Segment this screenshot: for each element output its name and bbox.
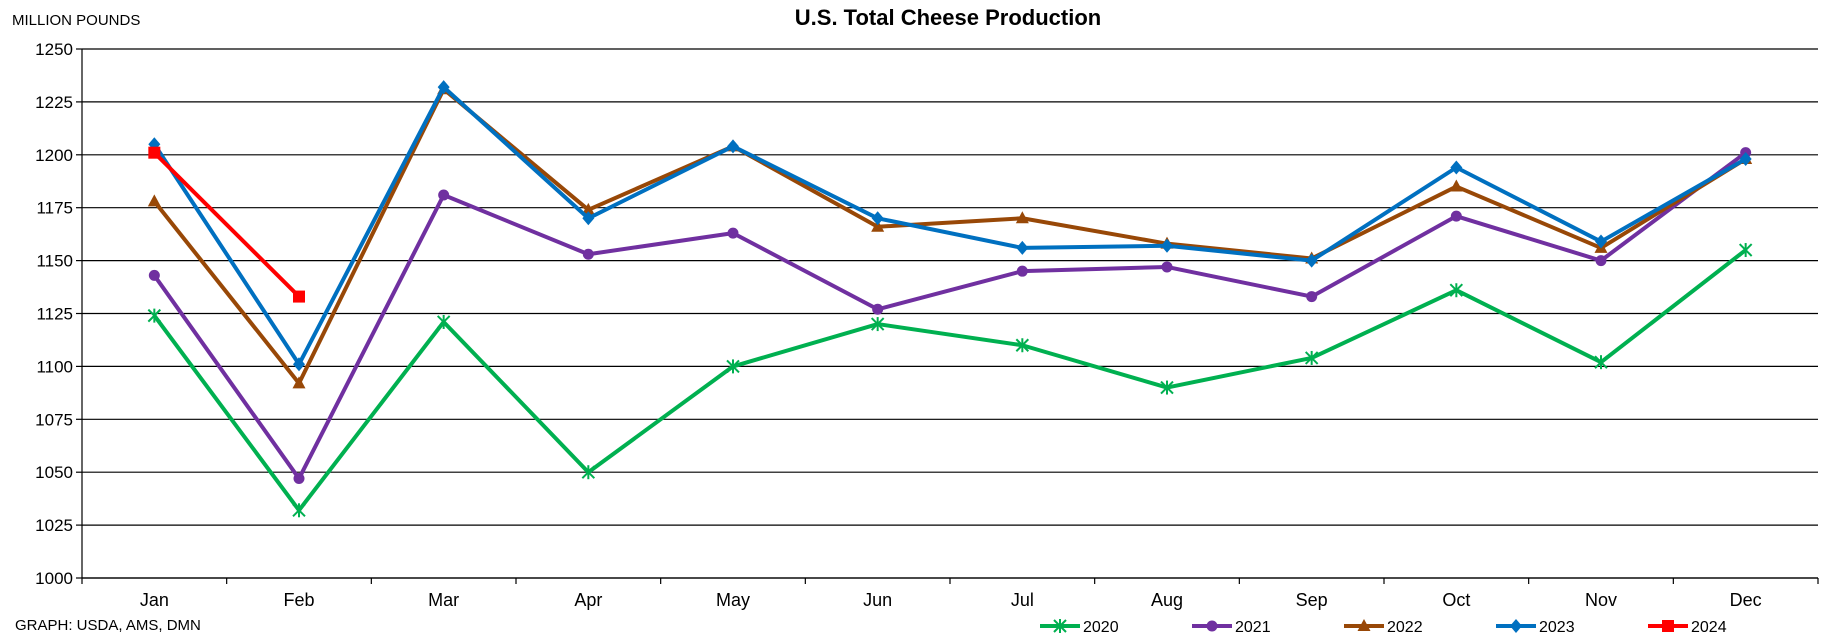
data-point-2023-feb [293, 357, 305, 372]
data-point-2024-feb [293, 290, 305, 303]
data-point-2021-jun [872, 303, 884, 315]
x-tick-label-jul: Jul [1011, 590, 1034, 610]
y-tick-label: 1000 [35, 569, 73, 588]
x-tick-label-mar: Mar [428, 590, 459, 610]
data-point-2023-nov [1595, 234, 1607, 249]
legend-item-2020: 2020 [1040, 619, 1119, 636]
y-tick-label: 1050 [35, 463, 73, 482]
data-point-2023-dec [1739, 152, 1752, 167]
legend-item-2023: 2023 [1496, 619, 1575, 636]
x-tick-label-dec: Dec [1730, 590, 1762, 610]
data-point-2020-apr [581, 465, 596, 480]
series-2024 [148, 146, 305, 303]
series-2023 [148, 80, 1752, 372]
data-point-2020-aug [1160, 380, 1174, 395]
data-point-2022-jun [871, 219, 885, 232]
data-point-2022-jan [147, 194, 161, 207]
data-point-2023-mar [437, 80, 450, 95]
series-line-2022 [152, 87, 1747, 386]
legend-label-2021: 2021 [1235, 619, 1271, 636]
series-lines [147, 80, 1753, 518]
x-tick-label-aug: Aug [1151, 590, 1183, 610]
y-tick-label: 1250 [35, 40, 73, 59]
data-point-2020-sep [1304, 350, 1319, 365]
y-tick-label: 1175 [36, 199, 73, 218]
data-point-2021-jan [148, 269, 160, 281]
x-tick-label-apr: Apr [574, 590, 602, 610]
data-point-2021-jul [1016, 265, 1028, 277]
data-point-2021-may [727, 227, 739, 239]
data-point-2020-dec [1738, 243, 1753, 258]
legend-marker-2024 [1662, 620, 1674, 632]
legend-label-2020: 2020 [1083, 619, 1119, 636]
x-tick-label-jan: Jan [140, 590, 169, 610]
data-point-2020-feb [292, 503, 306, 518]
data-point-2020-mar [436, 314, 451, 329]
series-line-2024 [152, 151, 301, 298]
x-tick-label-nov: Nov [1585, 590, 1617, 610]
legend-label-2023: 2023 [1539, 619, 1575, 636]
y-tick-label: 1125 [36, 305, 73, 324]
y-tick-label: 1200 [35, 146, 73, 165]
series-line-2023 [152, 85, 1747, 367]
data-point-2020-jan [147, 308, 162, 323]
data-point-2021-feb [293, 473, 305, 485]
series-2022 [147, 82, 1753, 389]
y-tick-label: 1075 [35, 410, 73, 429]
data-point-2020-oct [1449, 283, 1464, 298]
data-point-2023-apr [582, 211, 595, 226]
data-point-2023-aug [1161, 238, 1173, 253]
x-tick-label-may: May [716, 590, 750, 610]
gridlines [82, 48, 1818, 579]
legend-item-2022: 2022 [1344, 619, 1423, 636]
data-point-2024-jan [148, 146, 161, 159]
legend: 2020 2021 2022 2023 2024 [1040, 619, 1727, 636]
y-tick-label: 1100 [36, 357, 73, 376]
data-point-2021-aug [1161, 261, 1173, 273]
x-tick-label-sep: Sep [1296, 590, 1328, 610]
series-2021 [148, 147, 1752, 485]
data-point-2023-jul [1016, 240, 1029, 255]
y-tick-label: 1225 [35, 93, 73, 112]
series-line-2020 [152, 248, 1747, 513]
data-point-2022-jul [1015, 211, 1029, 224]
x-tick-label-feb: Feb [283, 590, 314, 610]
data-point-2022-oct [1449, 179, 1463, 192]
legend-marker-2023 [1510, 619, 1522, 633]
source-note: GRAPH: USDA, AMS, DMN [15, 617, 201, 634]
data-point-2021-sep [1306, 291, 1318, 303]
x-tick-label-oct: Oct [1442, 590, 1470, 610]
data-point-2023-oct [1450, 160, 1463, 175]
legend-marker-2022 [1357, 619, 1371, 631]
legend-marker-2021 [1206, 620, 1218, 632]
series-2020 [147, 243, 1753, 518]
data-point-2022-apr [581, 202, 595, 215]
data-point-2020-may [726, 359, 740, 374]
axes: 1000 1025 1050 1075 1100 1125 1150 1175 1200 1225… [35, 40, 1819, 610]
data-point-2020-nov [1594, 355, 1608, 370]
x-tick-label-jun: Jun [863, 590, 892, 610]
data-point-2020-jun [870, 317, 885, 332]
data-point-2021-oct [1450, 210, 1462, 222]
legend-item-2021: 2021 [1192, 619, 1271, 636]
y-tick-label: 1150 [36, 252, 73, 271]
legend-item-2024: 2024 [1648, 619, 1727, 636]
legend-marker-2020 [1053, 619, 1067, 633]
legend-label-2024: 2024 [1691, 619, 1727, 636]
data-point-2020-jul [1015, 338, 1030, 353]
data-point-2021-nov [1595, 255, 1607, 267]
chart-title: U.S. Total Cheese Production [795, 5, 1101, 30]
data-point-2023-sep [1305, 253, 1318, 268]
data-point-2023-jun [871, 211, 884, 226]
data-point-2021-mar [438, 189, 450, 201]
y-tick-label: 1025 [35, 516, 73, 535]
legend-label-2022: 2022 [1387, 619, 1423, 636]
data-point-2022-feb [292, 376, 306, 389]
y-axis-label: MILLION POUNDS [12, 12, 140, 29]
data-point-2021-apr [582, 248, 594, 260]
data-point-2023-may [727, 139, 739, 154]
series-line-2021 [152, 151, 1747, 481]
